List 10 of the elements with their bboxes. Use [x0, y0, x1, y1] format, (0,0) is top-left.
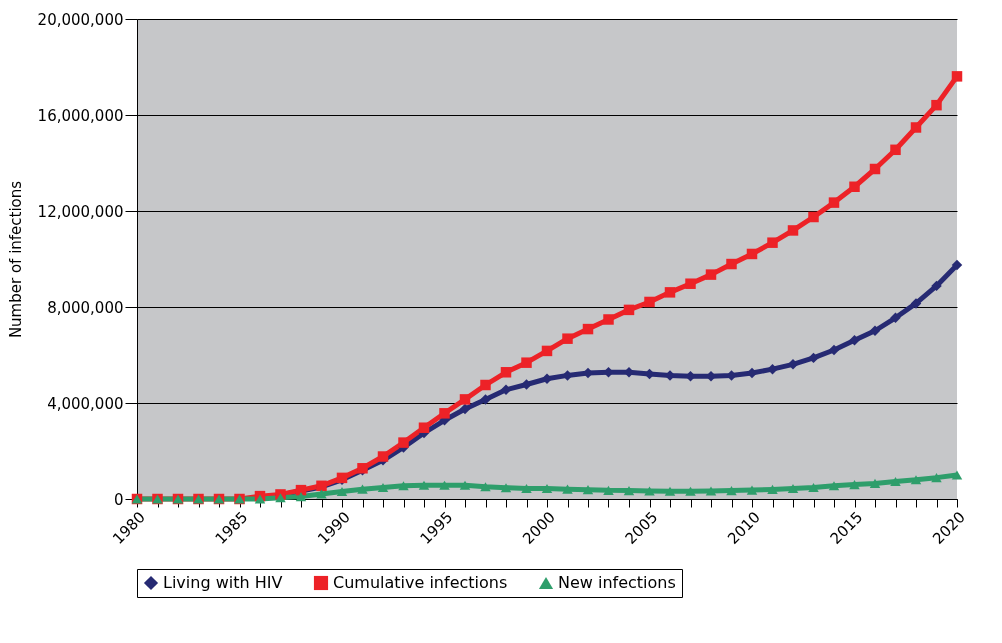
- y-tick-label: 4,000,000: [47, 394, 124, 413]
- y-tick-label: 12,000,000: [37, 202, 124, 221]
- legend-label: New infections: [558, 573, 676, 592]
- y-axis-title: Number of infections: [6, 180, 25, 339]
- legend-label: Living with HIV: [163, 573, 283, 592]
- y-tick-label: 8,000,000: [47, 298, 124, 317]
- y-tick-label: 20,000,000: [37, 10, 124, 29]
- legend-label: Cumulative infections: [333, 573, 508, 592]
- y-tick-label: 0: [113, 490, 124, 509]
- y-tick-label: 16,000,000: [37, 106, 124, 125]
